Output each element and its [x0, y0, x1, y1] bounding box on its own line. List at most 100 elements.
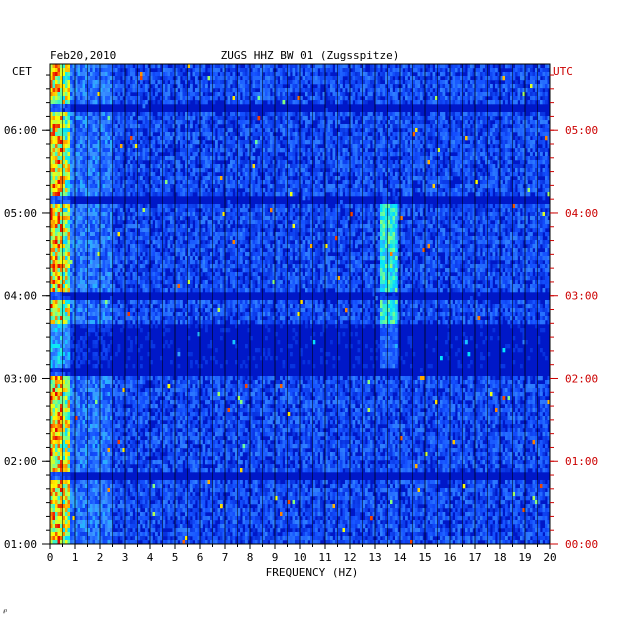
heat-cell [375, 192, 378, 197]
heat-cell [55, 132, 58, 137]
heat-cell [430, 144, 433, 149]
heat-cell [472, 72, 476, 77]
heat-cell [232, 64, 236, 69]
heat-cell [192, 116, 196, 121]
heat-cell [92, 176, 96, 181]
heat-cell [160, 84, 163, 89]
heat-cell [357, 116, 361, 121]
heat-cell [272, 64, 276, 69]
heat-cell [160, 160, 163, 165]
heat-cell [85, 168, 88, 173]
heat-cell [420, 72, 423, 77]
heat-cell [92, 96, 96, 101]
heat-cell [325, 80, 328, 85]
heat-cell [205, 184, 208, 189]
heat-cell [392, 184, 396, 189]
heat-cell [240, 116, 243, 121]
heat-cell [535, 192, 538, 197]
heat-cell [227, 144, 231, 149]
heat-cell [505, 76, 508, 81]
heat-cell [292, 64, 296, 69]
heat-cell [295, 168, 298, 173]
heat-cell [190, 144, 193, 149]
heat-cell [210, 176, 213, 181]
heat-cell [237, 144, 241, 149]
heat-cell [285, 180, 288, 185]
heat-cell [457, 68, 461, 73]
heat-cell [337, 160, 341, 165]
heat-cell [390, 164, 393, 169]
heat-cell [402, 184, 406, 189]
heat-cell [510, 144, 513, 149]
heat-cell [357, 68, 361, 73]
heat-cell [275, 192, 278, 197]
heat-cell [422, 180, 426, 185]
heat-cell [430, 148, 433, 153]
heat-cell [485, 176, 488, 181]
heat-cell [347, 180, 351, 185]
heat-cell [412, 68, 416, 73]
heat-cell [237, 152, 241, 157]
heat-cell [57, 64, 61, 69]
heat-cell [140, 164, 143, 169]
heat-cell [192, 172, 196, 177]
heat-cell [275, 120, 278, 125]
heat-cell [322, 164, 326, 169]
heat-cell [190, 80, 193, 85]
heat-cell [350, 148, 353, 153]
heat-cell [327, 148, 331, 153]
heat-cell [257, 176, 261, 181]
heat-cell [62, 104, 66, 109]
heat-cell [92, 112, 96, 117]
heat-cell [217, 116, 221, 121]
heat-cell [135, 132, 138, 137]
heat-cell [295, 132, 298, 137]
heat-cell [170, 172, 173, 177]
heat-cell [345, 96, 348, 101]
heat-cell [422, 136, 426, 141]
heat-cell [162, 184, 166, 189]
heat-cell [357, 128, 361, 133]
heat-cell [77, 152, 81, 157]
heat-cell [185, 176, 188, 181]
heat-cell [70, 88, 73, 93]
heat-cell [532, 140, 536, 145]
heat-cell [350, 140, 353, 145]
heat-cell [87, 144, 91, 149]
heat-cell [432, 76, 436, 81]
heat-cell [292, 148, 296, 153]
heat-cell [492, 176, 496, 181]
heat-cell [477, 72, 481, 77]
heat-cell [432, 136, 436, 141]
heat-cell [510, 116, 513, 121]
heat-cell [530, 96, 533, 101]
heat-cell [175, 128, 178, 133]
heat-cell [330, 96, 333, 101]
heat-cell [62, 180, 66, 185]
heat-cell [520, 100, 523, 105]
heat-cell [215, 192, 218, 197]
heat-cell [477, 124, 481, 129]
heat-cell [437, 76, 441, 81]
heat-cell [155, 92, 158, 97]
heat-cell [125, 188, 128, 193]
heat-cell [445, 128, 448, 133]
heat-cell [125, 192, 128, 197]
heat-cell [457, 188, 461, 193]
heat-cell [387, 192, 391, 197]
heat-cell [242, 120, 246, 125]
heat-cell [530, 68, 533, 73]
heat-cell [67, 128, 71, 133]
heat-cell [517, 120, 521, 125]
heat-cell [237, 96, 241, 101]
heat-cell [82, 120, 86, 125]
heat-cell [152, 152, 156, 157]
heat-cell [190, 184, 193, 189]
heat-cell [217, 148, 221, 153]
heat-cell [355, 144, 358, 149]
heat-cell [270, 112, 273, 117]
heat-cell [442, 120, 446, 125]
heat-cell [257, 124, 261, 129]
heat-cell [345, 80, 348, 85]
heat-cell [60, 116, 63, 121]
